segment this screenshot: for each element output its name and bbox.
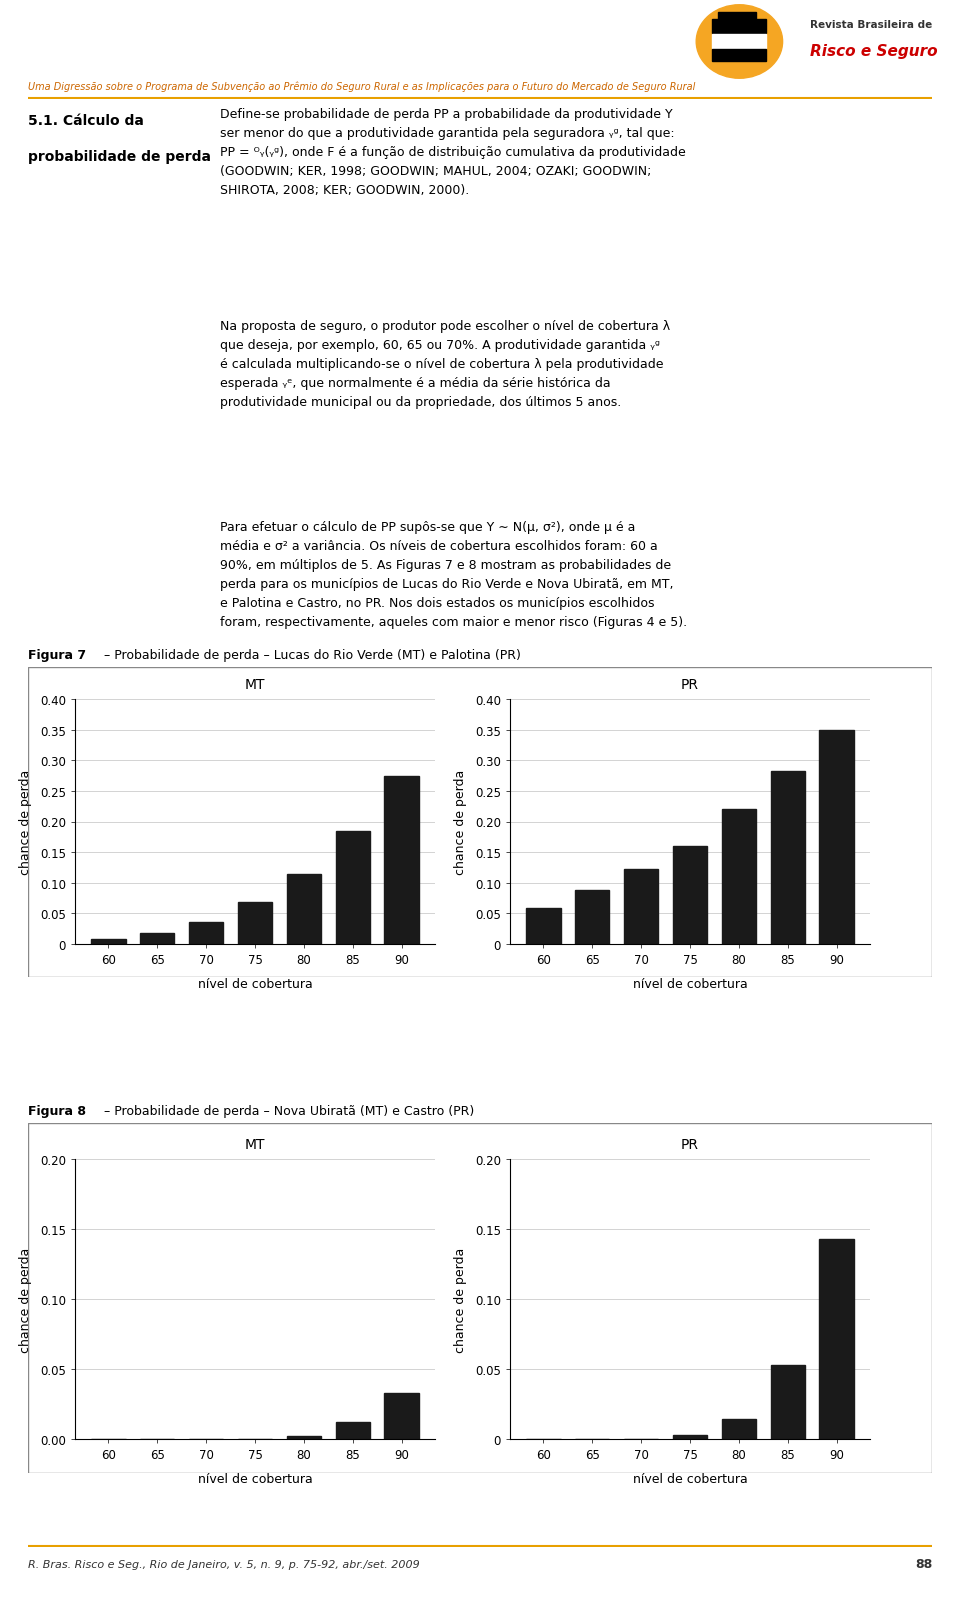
X-axis label: nível de cobertura: nível de cobertura: [633, 977, 748, 990]
Text: – Probabilidade de perda – Nova Ubiratã (MT) e Castro (PR): – Probabilidade de perda – Nova Ubiratã …: [104, 1104, 474, 1117]
Bar: [718, 13, 756, 19]
Text: – Probabilidade de perda – Lucas do Rio Verde (MT) e Palotina (PR): – Probabilidade de perda – Lucas do Rio …: [104, 649, 521, 662]
Text: Revista Brasileira de: Revista Brasileira de: [809, 21, 932, 31]
Bar: [673, 847, 708, 945]
Title: PR: PR: [681, 678, 699, 691]
Bar: [673, 1435, 708, 1440]
Title: MT: MT: [245, 1138, 265, 1151]
Text: Na proposta de seguro, o produtor pode escolher o nível de cobertura λ
que desej: Na proposta de seguro, o produtor pode e…: [220, 320, 670, 408]
Text: Para efetuar o cálculo de PP supôs-se que Y ∼ N(μ, σ²), onde μ é a
média e σ² a : Para efetuar o cálculo de PP supôs-se qu…: [220, 521, 687, 628]
Bar: [140, 934, 175, 945]
Y-axis label: chance de perda: chance de perda: [454, 770, 467, 874]
Bar: [820, 730, 853, 945]
Bar: [384, 1393, 419, 1440]
Text: Figura 7: Figura 7: [28, 649, 86, 662]
Bar: [712, 19, 766, 34]
Y-axis label: chance de perda: chance de perda: [454, 1247, 467, 1351]
Bar: [287, 874, 321, 945]
Bar: [722, 810, 756, 945]
Ellipse shape: [696, 6, 782, 79]
Text: Risco e Seguro: Risco e Seguro: [809, 43, 937, 59]
Bar: [575, 890, 610, 945]
Bar: [336, 1422, 370, 1440]
Title: PR: PR: [681, 1138, 699, 1151]
Title: MT: MT: [245, 678, 265, 691]
Y-axis label: chance de perda: chance de perda: [18, 1247, 32, 1351]
Bar: [91, 940, 126, 945]
Text: probabilidade de perda: probabilidade de perda: [28, 149, 211, 164]
Bar: [771, 1364, 804, 1440]
Bar: [771, 771, 804, 945]
X-axis label: nível de cobertura: nível de cobertura: [198, 977, 312, 990]
Bar: [526, 910, 561, 945]
X-axis label: nível de cobertura: nível de cobertura: [198, 1472, 312, 1485]
Text: Define-se probabilidade de perda PP a probabilidade da produtividade Y
ser menor: Define-se probabilidade de perda PP a pr…: [220, 108, 685, 198]
Bar: [384, 776, 419, 945]
Y-axis label: chance de perda: chance de perda: [18, 770, 32, 874]
Bar: [238, 903, 272, 945]
Bar: [336, 831, 370, 945]
Text: Figura 8: Figura 8: [28, 1104, 86, 1117]
Text: 88: 88: [915, 1557, 932, 1570]
Bar: [820, 1239, 853, 1440]
Text: Uma Digressão sobre o Programa de Subvenção ao Prêmio do Seguro Rural e as Impli: Uma Digressão sobre o Programa de Subven…: [28, 82, 695, 92]
Bar: [712, 35, 766, 48]
X-axis label: nível de cobertura: nível de cobertura: [633, 1472, 748, 1485]
Bar: [287, 1437, 321, 1440]
Bar: [189, 922, 224, 945]
Bar: [624, 869, 659, 945]
Text: R. Bras. Risco e Seg., Rio de Janeiro, v. 5, n. 9, p. 75-92, abr./set. 2009: R. Bras. Risco e Seg., Rio de Janeiro, v…: [28, 1559, 420, 1568]
Bar: [712, 50, 766, 63]
Bar: [722, 1419, 756, 1440]
Text: 5.1. Cálculo da: 5.1. Cálculo da: [28, 114, 144, 129]
